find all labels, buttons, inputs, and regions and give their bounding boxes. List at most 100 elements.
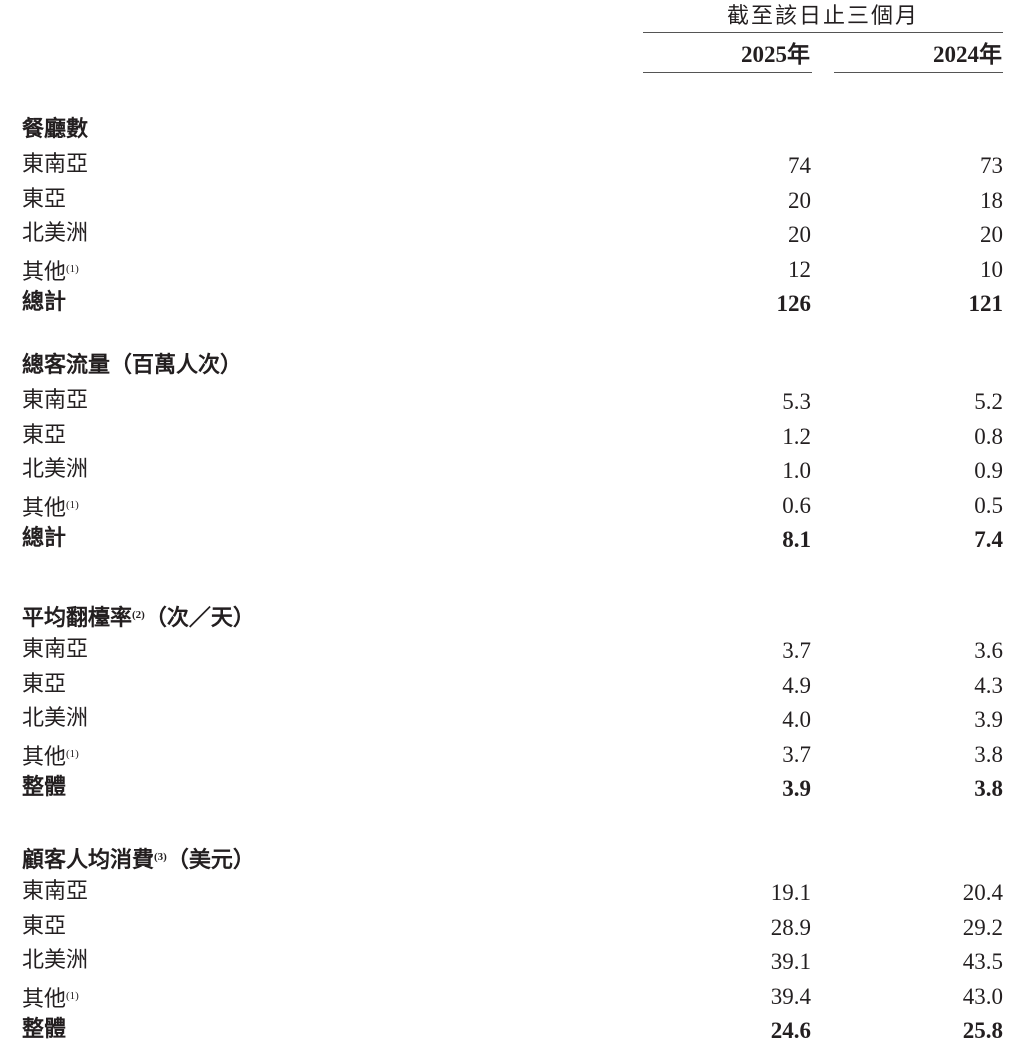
value-2025: 3.7 <box>782 741 811 767</box>
value-2024: 0.5 <box>974 492 1003 518</box>
section-title-text: 平均翻檯率 <box>22 606 133 631</box>
row-label: 其他(1) <box>22 739 79 773</box>
row-label: 東南亞 <box>22 386 88 416</box>
value-2025: 20 <box>788 222 811 248</box>
row-label-text: 總計 <box>22 290 67 316</box>
section-title-text: 餐廳數 <box>22 117 89 142</box>
value-2025: 8.1 <box>782 527 811 553</box>
period-header: 截至該日止三個月 <box>726 4 919 29</box>
value-2024: 25.8 <box>962 1018 1003 1044</box>
value-2024: 0.8 <box>974 423 1003 449</box>
value-2025: 12 <box>788 256 811 282</box>
section-title: 顧客人均消費(3)（美元） <box>22 842 255 876</box>
value-2024: 20.4 <box>962 880 1003 905</box>
row-label-text: 整體 <box>22 1017 67 1043</box>
row-label-text: 東南亞 <box>22 637 89 662</box>
value-2025: 1.0 <box>782 458 811 484</box>
footnote-marker: (1) <box>66 747 79 760</box>
section-unit: （美元） <box>166 848 255 873</box>
value-2024: 29.2 <box>962 914 1003 940</box>
value-2025: 74 <box>788 153 811 178</box>
row-label-text: 東亞 <box>22 186 67 212</box>
value-2024: 4.3 <box>974 672 1003 698</box>
footnote-marker: (2) <box>132 609 145 621</box>
row-label-text: 東南亞 <box>22 152 89 177</box>
total-row-label: 整體 <box>22 773 66 803</box>
footnote-marker: (1) <box>66 498 79 511</box>
row-label-text: 其他 <box>22 495 67 521</box>
value-2024: 10 <box>980 256 1003 282</box>
value-2025: 39.1 <box>770 949 811 975</box>
section-title-text: 顧客人均消費 <box>22 848 155 873</box>
year-2024-rule <box>834 72 1003 73</box>
row-label-text: 北美洲 <box>22 457 89 483</box>
row-label-text: 東南亞 <box>22 388 89 413</box>
row-label-text: 其他 <box>22 986 67 1012</box>
row-label-text: 東南亞 <box>22 879 89 904</box>
value-2025: 5.3 <box>782 389 811 414</box>
year-2025-rule <box>643 72 812 73</box>
row-label: 其他(1) <box>22 981 79 1015</box>
value-2024: 3.9 <box>974 707 1003 733</box>
row-label: 北美洲 <box>22 219 88 249</box>
value-2024: 3.8 <box>974 776 1003 802</box>
footnote-marker: (1) <box>66 262 79 275</box>
row-label-text: 東亞 <box>22 671 67 697</box>
value-2025: 1.2 <box>782 423 811 449</box>
value-2025: 126 <box>776 291 812 317</box>
row-label: 東南亞 <box>22 877 88 907</box>
section-title: 餐廳數 <box>22 115 88 145</box>
section-unit: （次／天） <box>144 606 255 631</box>
section-title-text: 總客流量 <box>22 353 111 378</box>
value-2024: 121 <box>968 291 1004 317</box>
footnote-marker: (1) <box>66 989 79 1002</box>
value-2024: 43.0 <box>962 983 1003 1009</box>
value-2024: 0.9 <box>974 458 1003 484</box>
section-unit: （百萬人次） <box>110 353 243 378</box>
row-label: 東亞 <box>22 912 66 942</box>
row-label: 東亞 <box>22 185 66 215</box>
total-row-label: 整體 <box>22 1015 66 1045</box>
value-2024: 43.5 <box>962 949 1003 975</box>
value-2025: 24.6 <box>770 1018 811 1044</box>
value-2025: 3.9 <box>782 776 811 802</box>
value-2024: 20 <box>980 222 1003 248</box>
row-label-text: 其他 <box>22 744 67 770</box>
row-label-text: 其他 <box>22 259 67 285</box>
year-2024-header: 2024年 <box>933 42 1002 67</box>
row-label-text: 東亞 <box>22 913 67 939</box>
value-2025: 19.1 <box>770 880 811 905</box>
value-2025: 4.0 <box>782 707 811 733</box>
row-label: 東南亞 <box>22 150 88 180</box>
total-row-label: 總計 <box>22 524 66 554</box>
value-2024: 5.2 <box>974 389 1003 414</box>
value-2025: 3.7 <box>782 638 811 663</box>
value-2025: 28.9 <box>770 914 811 940</box>
value-2024: 3.8 <box>974 741 1003 767</box>
total-row-label: 總計 <box>22 288 66 318</box>
value-2024: 7.4 <box>974 527 1003 553</box>
row-label: 東亞 <box>22 670 66 700</box>
row-label: 其他(1) <box>22 490 79 524</box>
value-2025: 4.9 <box>782 672 811 698</box>
value-2025: 39.4 <box>770 983 811 1009</box>
row-label: 北美洲 <box>22 704 88 734</box>
row-label-text: 整體 <box>22 775 67 801</box>
row-label: 北美洲 <box>22 455 88 485</box>
row-label-text: 北美洲 <box>22 706 89 732</box>
row-label-text: 東亞 <box>22 422 67 448</box>
row-label-text: 北美洲 <box>22 948 89 974</box>
row-label-text: 總計 <box>22 526 67 552</box>
section-title: 平均翻檯率(2)（次／天） <box>22 600 255 634</box>
row-label: 東亞 <box>22 421 66 451</box>
value-2025: 20 <box>788 187 811 213</box>
value-2024: 18 <box>980 187 1003 213</box>
year-2025-header: 2025年 <box>741 42 810 67</box>
value-2024: 73 <box>980 153 1003 178</box>
row-label: 其他(1) <box>22 254 79 288</box>
value-2024: 3.6 <box>974 638 1003 663</box>
row-label: 北美洲 <box>22 946 88 976</box>
footnote-marker: (3) <box>154 851 167 863</box>
header-rule <box>643 32 1003 33</box>
value-2025: 0.6 <box>782 492 811 518</box>
